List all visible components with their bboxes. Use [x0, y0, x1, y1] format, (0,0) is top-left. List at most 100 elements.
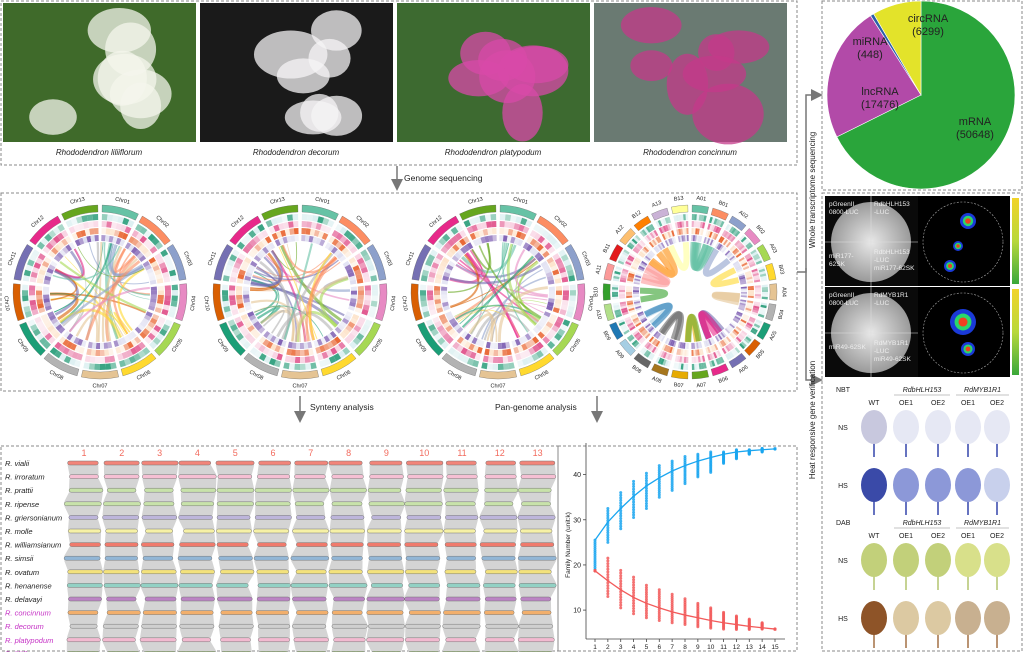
density-track [275, 231, 283, 239]
density-track [235, 332, 244, 341]
synteny-ribbon [141, 546, 175, 557]
density-track [338, 244, 346, 252]
x-tick-label: 8 [683, 644, 687, 651]
synteny-ribbon [404, 601, 441, 611]
density-track [228, 290, 236, 296]
density-track [752, 272, 759, 277]
density-track [705, 340, 709, 347]
density-track [685, 221, 689, 228]
density-track [104, 235, 110, 242]
density-track [141, 317, 150, 325]
density-track [754, 257, 762, 263]
density-track [739, 280, 747, 283]
density-track [144, 264, 152, 271]
density-track [145, 324, 153, 333]
density-track [686, 342, 689, 349]
density-track [149, 279, 157, 285]
density-track [434, 285, 441, 291]
density-track [744, 270, 752, 275]
density-track [330, 347, 338, 355]
x-tick-label: 5 [645, 644, 649, 651]
density-track [307, 341, 313, 349]
data-point [593, 540, 597, 544]
density-track [68, 226, 76, 234]
density-track [248, 314, 257, 321]
density-track [432, 316, 440, 324]
synteny-ribbon [479, 505, 518, 516]
density-track [294, 356, 300, 363]
density-track [47, 324, 55, 333]
chromosome-band [411, 244, 432, 281]
density-track [711, 352, 716, 360]
density-track [621, 309, 629, 314]
density-track [94, 363, 100, 370]
density-track [681, 221, 685, 228]
pie-slice-mrna [836, 0, 1016, 190]
density-track [632, 330, 639, 336]
density-track [508, 222, 515, 229]
density-track [626, 334, 634, 340]
density-track [471, 224, 478, 232]
density-track [290, 349, 296, 356]
density-track [427, 285, 434, 291]
leaf-disc [893, 410, 919, 444]
chromosome-bar [67, 460, 99, 466]
density-track [278, 223, 285, 231]
density-track [484, 348, 490, 356]
chromosome-bar [178, 474, 217, 479]
density-track [612, 296, 619, 300]
chromosome-label: A11 [595, 264, 603, 275]
species-label: R. henanense [5, 581, 52, 590]
density-track [117, 216, 125, 224]
density-track [635, 307, 642, 311]
data-point [593, 546, 597, 550]
chromosome-bar [294, 501, 325, 507]
density-track [442, 332, 451, 341]
density-track [137, 323, 145, 331]
density-track [535, 323, 543, 331]
density-track [355, 273, 363, 280]
density-track [265, 244, 273, 252]
density-track [306, 221, 312, 228]
density-track [53, 331, 61, 339]
density-track [641, 229, 648, 236]
density-track [747, 295, 754, 299]
synteny-ribbon [140, 573, 179, 584]
density-track [38, 324, 47, 333]
density-track [457, 249, 465, 257]
density-track [304, 356, 311, 363]
density-track [232, 328, 241, 337]
density-track [674, 222, 679, 229]
synteny-ribbon [177, 560, 215, 570]
synteny-ribbon [218, 560, 255, 570]
synteny-ribbon [254, 560, 289, 570]
density-track [360, 266, 369, 274]
synteny-ribbon [367, 560, 404, 570]
density-track [354, 253, 363, 261]
chromosome-bar [140, 583, 179, 588]
chromosome-bar [253, 555, 289, 561]
chromosome-label: Chr04 [588, 296, 596, 312]
density-track [450, 226, 459, 235]
chromosome-band [671, 204, 689, 215]
synteny-ribbon [257, 587, 291, 597]
leaf-disc [893, 601, 919, 635]
density-track [738, 333, 745, 340]
density-track [42, 317, 51, 325]
density-track [628, 336, 635, 342]
density-track [157, 285, 164, 291]
density-track [534, 252, 542, 260]
chromosome-band [410, 283, 423, 321]
density-track [751, 251, 758, 257]
chromosome-bar [68, 487, 104, 493]
chromosome-bar [215, 528, 253, 534]
chromosome-bar [68, 515, 99, 520]
density-track [693, 356, 697, 363]
density-track [710, 345, 715, 352]
data-point [593, 563, 597, 567]
density-track [649, 328, 656, 334]
density-track [43, 286, 50, 291]
density-track [229, 254, 238, 262]
density-track [613, 273, 621, 278]
density-track [343, 230, 352, 239]
